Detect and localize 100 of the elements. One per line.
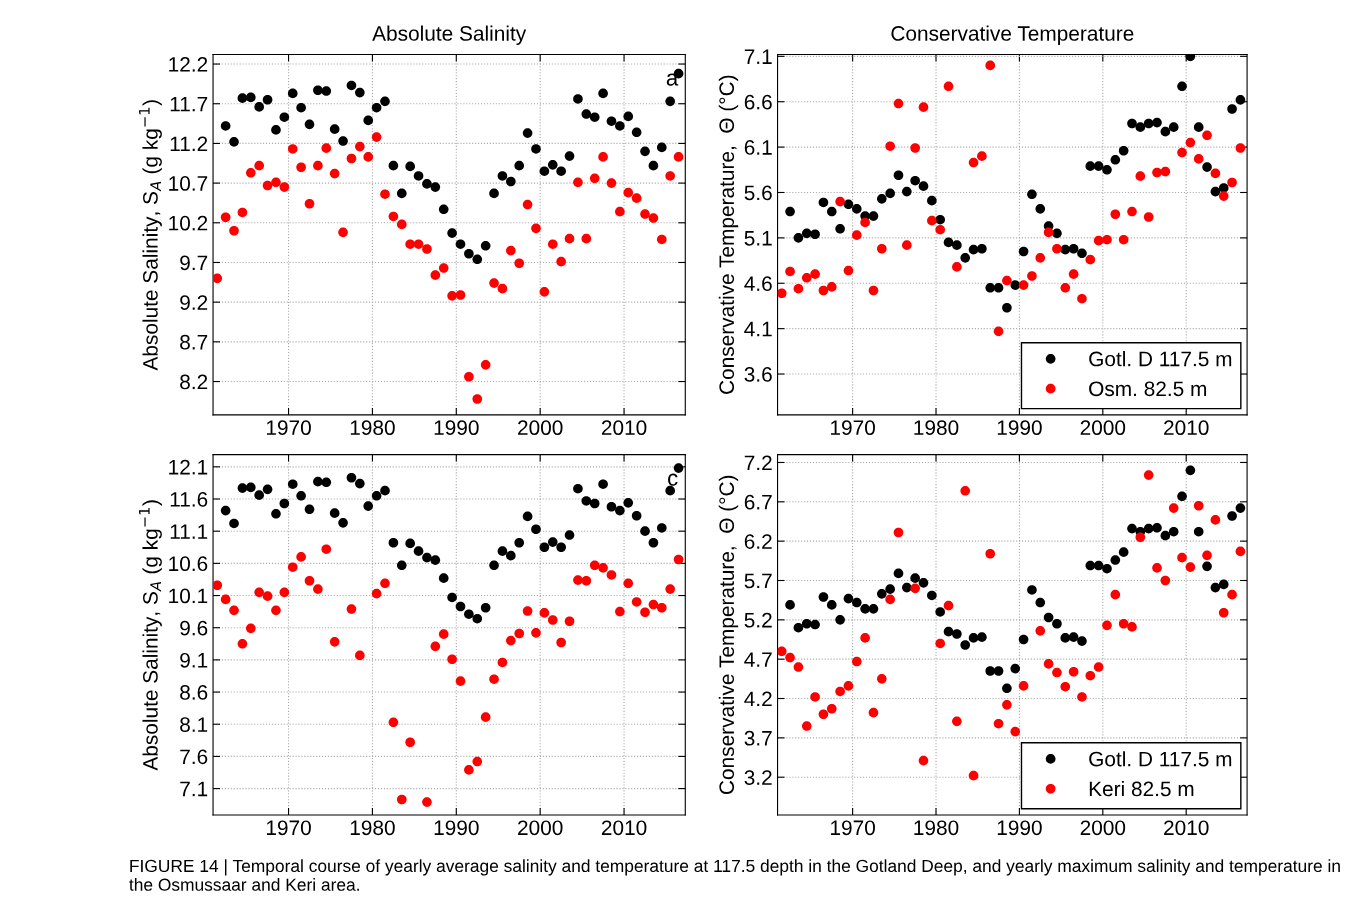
point [262, 180, 273, 191]
point [1135, 122, 1146, 132]
point [968, 157, 979, 168]
y-tick-label: 9.6 [180, 620, 208, 636]
point [547, 537, 558, 547]
y-tick-label: 3.7 [744, 730, 772, 746]
point [935, 638, 945, 649]
point [1177, 552, 1187, 563]
chart-title: Absolute Salinity [372, 25, 527, 45]
point [893, 98, 904, 109]
point [547, 160, 558, 170]
point [1052, 618, 1062, 629]
point [539, 287, 550, 297]
point [1002, 275, 1012, 286]
y-tick-label: 10.1 [169, 588, 208, 604]
point [1202, 162, 1212, 172]
point [877, 243, 887, 254]
point [851, 597, 862, 608]
point [1160, 575, 1171, 586]
point [623, 111, 634, 122]
point [464, 248, 474, 259]
y-tick-label: 5.2 [744, 612, 772, 628]
point [489, 674, 499, 684]
point [371, 490, 382, 501]
point [237, 93, 248, 103]
point [522, 128, 533, 138]
point [623, 578, 634, 589]
point [287, 562, 298, 573]
x-tick-label: 1980 [350, 420, 395, 436]
point [1218, 607, 1229, 618]
point [656, 523, 667, 533]
point [396, 560, 407, 571]
point [935, 214, 945, 225]
point [1043, 227, 1054, 238]
point [522, 199, 533, 210]
point [623, 498, 634, 508]
point [1152, 563, 1162, 573]
point [581, 233, 592, 244]
x-tick-label: 1990 [997, 420, 1042, 436]
point [1110, 209, 1121, 220]
point [296, 102, 306, 113]
point [1202, 550, 1212, 561]
point [1035, 626, 1046, 636]
point [910, 583, 920, 594]
point [1060, 681, 1071, 692]
point [993, 718, 1004, 729]
point [472, 613, 483, 624]
y-tick-label: 7.1 [180, 781, 208, 797]
y-tick-label: 5.6 [744, 185, 772, 201]
point [673, 152, 684, 162]
point [1102, 164, 1112, 175]
point [573, 575, 583, 585]
point [422, 179, 432, 189]
y-tick-label: 12.1 [169, 459, 208, 475]
y-tick-label: 9.7 [180, 255, 208, 271]
x-tick-label: 2000 [1080, 820, 1126, 836]
point [656, 142, 667, 153]
point [430, 182, 441, 192]
point [968, 770, 979, 781]
point [985, 548, 996, 559]
point [648, 160, 659, 171]
point [589, 173, 600, 184]
point [598, 152, 608, 162]
point [640, 607, 650, 618]
point [851, 656, 862, 667]
y-tick-label: 10.2 [169, 215, 208, 231]
point [237, 207, 248, 218]
y-tick-label: 7.6 [180, 749, 208, 765]
point [422, 552, 432, 563]
point [1077, 248, 1087, 259]
point [514, 537, 525, 548]
point [262, 94, 273, 105]
point [785, 600, 795, 610]
point [785, 266, 795, 277]
x-tick-label: 2010 [601, 820, 647, 836]
point [615, 606, 625, 617]
point [793, 233, 804, 243]
x-tick-label: 2000 [1080, 420, 1126, 436]
point [1110, 589, 1121, 600]
point [287, 144, 298, 154]
point [656, 602, 667, 613]
point [648, 537, 659, 548]
point [1102, 234, 1112, 245]
y-axis-title: Absolute Salinity, S$_{A}$ (g kg$^{−1}$) [138, 100, 162, 371]
point [287, 479, 298, 490]
point [1152, 167, 1162, 178]
point [355, 141, 365, 152]
point [885, 188, 895, 199]
point [631, 597, 642, 607]
point [993, 326, 1004, 337]
point [346, 604, 357, 614]
point [514, 628, 525, 639]
point [1177, 81, 1187, 92]
point [296, 490, 306, 501]
point [329, 124, 340, 134]
point [472, 254, 483, 265]
point [968, 633, 979, 643]
point [1193, 500, 1204, 511]
point [785, 652, 795, 663]
point [531, 628, 541, 638]
